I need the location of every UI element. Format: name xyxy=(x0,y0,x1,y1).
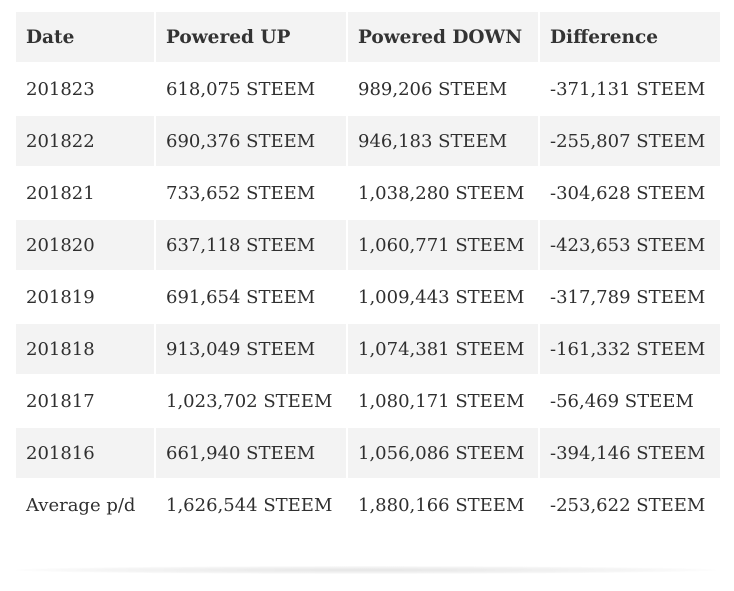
cell-powered-up: 913,049 STEEM xyxy=(156,324,346,374)
cell-powered-up: 661,940 STEEM xyxy=(156,428,346,478)
table-row: 201816 661,940 STEEM 1,056,086 STEEM -39… xyxy=(16,428,720,478)
cell-powered-down: 1,060,771 STEEM xyxy=(348,220,538,270)
cell-date: 201822 xyxy=(16,116,154,166)
cell-date: 201821 xyxy=(16,168,154,218)
cell-difference: -255,807 STEEM xyxy=(540,116,720,166)
cell-difference: -423,653 STEEM xyxy=(540,220,720,270)
cell-date: 201817 xyxy=(16,376,154,426)
table-row: 201823 618,075 STEEM 989,206 STEEM -371,… xyxy=(16,64,720,114)
header-powered-down: Powered DOWN xyxy=(348,12,538,62)
header-powered-up: Powered UP xyxy=(156,12,346,62)
cell-powered-up: 1,023,702 STEEM xyxy=(156,376,346,426)
cell-powered-up: 733,652 STEEM xyxy=(156,168,346,218)
cell-difference: -371,131 STEEM xyxy=(540,64,720,114)
table-row: 201820 637,118 STEEM 1,060,771 STEEM -42… xyxy=(16,220,720,270)
cell-powered-down: 1,009,443 STEEM xyxy=(348,272,538,322)
cell-powered-up: 637,118 STEEM xyxy=(156,220,346,270)
powerup-table: Date Powered UP Powered DOWN Difference … xyxy=(14,10,722,532)
cell-date: 201819 xyxy=(16,272,154,322)
header-date: Date xyxy=(16,12,154,62)
cell-date: 201820 xyxy=(16,220,154,270)
cell-date: 201816 xyxy=(16,428,154,478)
cell-date: Average p/d xyxy=(16,480,154,530)
cell-powered-down: 1,080,171 STEEM xyxy=(348,376,538,426)
cell-powered-down: 1,038,280 STEEM xyxy=(348,168,538,218)
cell-date: 201823 xyxy=(16,64,154,114)
cell-difference: -317,789 STEEM xyxy=(540,272,720,322)
cell-difference: -394,146 STEEM xyxy=(540,428,720,478)
shadow-divider xyxy=(16,566,716,574)
table-row: 201822 690,376 STEEM 946,183 STEEM -255,… xyxy=(16,116,720,166)
table-row: 201819 691,654 STEEM 1,009,443 STEEM -31… xyxy=(16,272,720,322)
cell-powered-down: 1,056,086 STEEM xyxy=(348,428,538,478)
cell-difference: -161,332 STEEM xyxy=(540,324,720,374)
cell-powered-down: 1,880,166 STEEM xyxy=(348,480,538,530)
header-difference: Difference xyxy=(540,12,720,62)
table-row: 201821 733,652 STEEM 1,038,280 STEEM -30… xyxy=(16,168,720,218)
cell-difference: -253,622 STEEM xyxy=(540,480,720,530)
cell-powered-up: 618,075 STEEM xyxy=(156,64,346,114)
cell-powered-up: 690,376 STEEM xyxy=(156,116,346,166)
cell-powered-up: 691,654 STEEM xyxy=(156,272,346,322)
cell-difference: -304,628 STEEM xyxy=(540,168,720,218)
cell-date: 201818 xyxy=(16,324,154,374)
cell-powered-down: 1,074,381 STEEM xyxy=(348,324,538,374)
cell-difference: -56,469 STEEM xyxy=(540,376,720,426)
table-row: 201817 1,023,702 STEEM 1,080,171 STEEM -… xyxy=(16,376,720,426)
table-row-average: Average p/d 1,626,544 STEEM 1,880,166 ST… xyxy=(16,480,720,530)
table-row: 201818 913,049 STEEM 1,074,381 STEEM -16… xyxy=(16,324,720,374)
cell-powered-down: 989,206 STEEM xyxy=(348,64,538,114)
cell-powered-up: 1,626,544 STEEM xyxy=(156,480,346,530)
cell-powered-down: 946,183 STEEM xyxy=(348,116,538,166)
powerup-table-container: Date Powered UP Powered DOWN Difference … xyxy=(16,12,720,530)
table-header-row: Date Powered UP Powered DOWN Difference xyxy=(16,12,720,62)
